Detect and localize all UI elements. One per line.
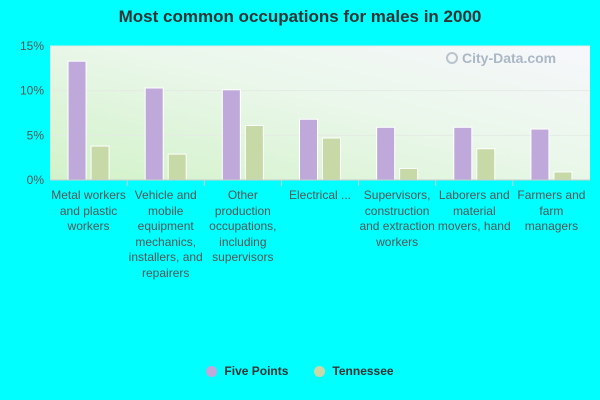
x-tick-label: Other production occupations, including … — [209, 188, 277, 264]
plot-area — [50, 46, 590, 180]
bar[interactable] — [453, 126, 473, 181]
bar[interactable] — [530, 128, 550, 181]
legend-label: Tennessee — [332, 364, 394, 378]
bar[interactable] — [221, 89, 241, 181]
search-icon — [446, 52, 458, 64]
watermark-text: City-Data.com — [462, 50, 557, 66]
legend-swatch — [206, 365, 218, 377]
bar[interactable] — [167, 153, 187, 181]
bar[interactable] — [299, 118, 318, 181]
y-tick-label: 10% — [20, 84, 44, 98]
legend-swatch — [314, 365, 326, 377]
x-tick-label: Electrical ... — [288, 188, 351, 202]
bar[interactable] — [90, 145, 110, 181]
legend: Five Points Tennessee — [0, 364, 600, 378]
bar[interactable] — [67, 60, 87, 181]
y-tick-label: 0% — [27, 173, 45, 187]
x-tick-label: Supervisors, construction and extraction… — [359, 188, 435, 249]
bar[interactable] — [553, 171, 573, 181]
legend-item[interactable]: Five Points — [206, 364, 288, 378]
chart-title: Most common occupations for males in 200… — [118, 7, 482, 26]
bar[interactable] — [244, 125, 264, 181]
x-tick-label: Vehicle and mobile equipment mechanics, … — [128, 188, 203, 280]
legend-label: Five Points — [224, 364, 289, 378]
y-tick-label: 15% — [20, 39, 44, 53]
bar[interactable] — [376, 126, 396, 181]
bar[interactable] — [476, 148, 496, 181]
bar[interactable] — [144, 87, 164, 181]
x-tick-label: Metal workers and plastic workers — [51, 188, 126, 233]
watermark: City-Data.com — [446, 50, 556, 66]
legend-item[interactable]: Tennessee — [314, 364, 394, 378]
bar[interactable] — [322, 137, 341, 181]
x-tick-label: Laborers and material movers, hand — [437, 188, 511, 233]
y-tick-label: 5% — [27, 128, 45, 142]
bar[interactable] — [399, 167, 419, 181]
x-tick-label: Farmers and farm managers — [517, 188, 586, 233]
